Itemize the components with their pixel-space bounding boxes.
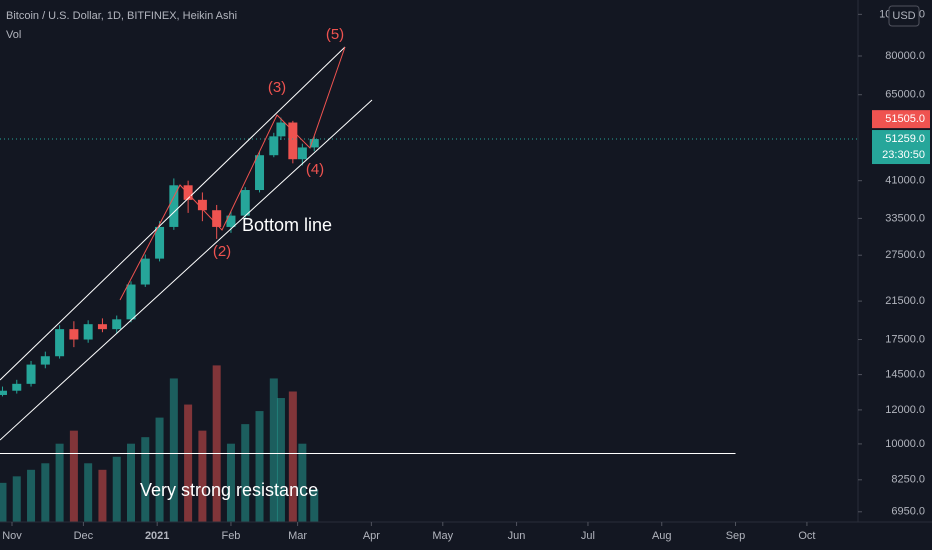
candle-body [183,185,193,200]
volume-bar [288,391,297,522]
header: Bitcoin / U.S. Dollar, 1D, BITFINEX, Hei… [6,10,237,22]
wave-label: (5) [326,26,344,43]
candle-body [309,139,319,148]
candle-body [83,324,93,340]
y-tick-label: 17500.0 [885,333,925,345]
candle-body [0,390,7,395]
candle-body [97,324,107,330]
volume-bar [112,456,121,522]
volume-bar [155,417,164,522]
y-tick-label: 6950.0 [891,506,925,518]
candle-body [55,329,65,357]
candle-body [288,122,298,160]
y-tick-label: 12000.0 [885,404,925,416]
candle-body [197,199,207,211]
wave-label: (2) [213,243,231,260]
candle-body [240,190,250,216]
candle-body [69,329,79,340]
volume-bar [127,443,135,522]
volume-bar [276,398,285,522]
candle-body [226,215,236,227]
countdown: 23:30:50 [882,149,925,161]
y-tick-label: 14500.0 [885,369,925,381]
axes: 100000.080000.065000.041000.033500.02750… [2,8,930,542]
price-axis [858,0,932,550]
y-tick-label: 21500.0 [885,295,925,307]
volume-bar [169,378,178,522]
x-tick-label: Oct [798,530,815,542]
candle-body [26,364,36,384]
x-tick-label: 2021 [145,530,169,542]
annotation: Very strong resistance [140,480,318,500]
channel-lower [0,99,373,441]
x-tick-label: Dec [74,530,94,542]
candle-body [155,226,165,259]
current-price-box [872,130,930,165]
volume-bar [69,430,78,522]
volume-bar [0,482,7,522]
current-price-label: 51259.0 [885,133,925,145]
x-tick-label: Nov [2,530,22,542]
last-price-label: 51505.0 [885,113,925,125]
annotation: Bottom line [242,215,332,235]
y-tick-label: 10000.0 [885,438,925,450]
x-tick-label: May [432,530,453,542]
wave-label: (3) [268,79,286,96]
y-tick-label: 27500.0 [885,249,925,261]
currency-button[interactable] [888,5,920,27]
volume-bar [55,443,64,522]
y-tick-label: 8250.0 [891,474,925,486]
y-tick-label: 80000.0 [885,50,925,62]
y-tick-label: 41000.0 [885,175,925,187]
volume-bar [84,463,93,522]
plot [0,117,858,522]
volume-bar [298,443,307,522]
volume-bar [27,469,36,522]
candle-body [169,185,179,227]
volume-bar [41,463,50,522]
wave-count [119,46,346,301]
last-price-box [872,110,930,129]
volume-bar [255,411,264,522]
x-tick-label: Aug [652,530,672,542]
volume-bar [212,365,221,522]
candle-body [12,383,22,391]
x-tick-label: Apr [363,530,380,542]
candle-body [212,210,222,227]
y-tick-label: 65000.0 [885,89,925,101]
candle-body [297,147,307,160]
volume-bar [98,469,107,522]
wave-label: (4) [306,161,324,178]
candle-body [276,122,286,137]
volume-bar [310,489,319,522]
candle-body [126,284,136,320]
x-tick-label: Mar [288,530,307,542]
y-tick-label: 33500.0 [885,212,925,224]
x-tick-label: Jul [581,530,595,542]
volume-bar [241,424,250,522]
x-tick-label: Sep [726,530,746,542]
volume-bar [269,378,278,522]
volume-bar [12,476,21,522]
candle-body [40,356,50,365]
x-tick-label: Jun [508,530,526,542]
volume-bar [198,430,207,522]
channel-upper [0,46,346,381]
volume-bar [184,404,193,522]
volume-bar [141,437,150,522]
candle-body [269,136,279,156]
volume-bar [226,443,235,522]
candle-body [112,319,122,330]
candle-body [140,258,150,285]
x-tick-label: Feb [221,530,240,542]
currency[interactable]: USD [892,10,915,22]
candle-body [255,155,265,191]
volume-label: Vol [6,29,21,41]
